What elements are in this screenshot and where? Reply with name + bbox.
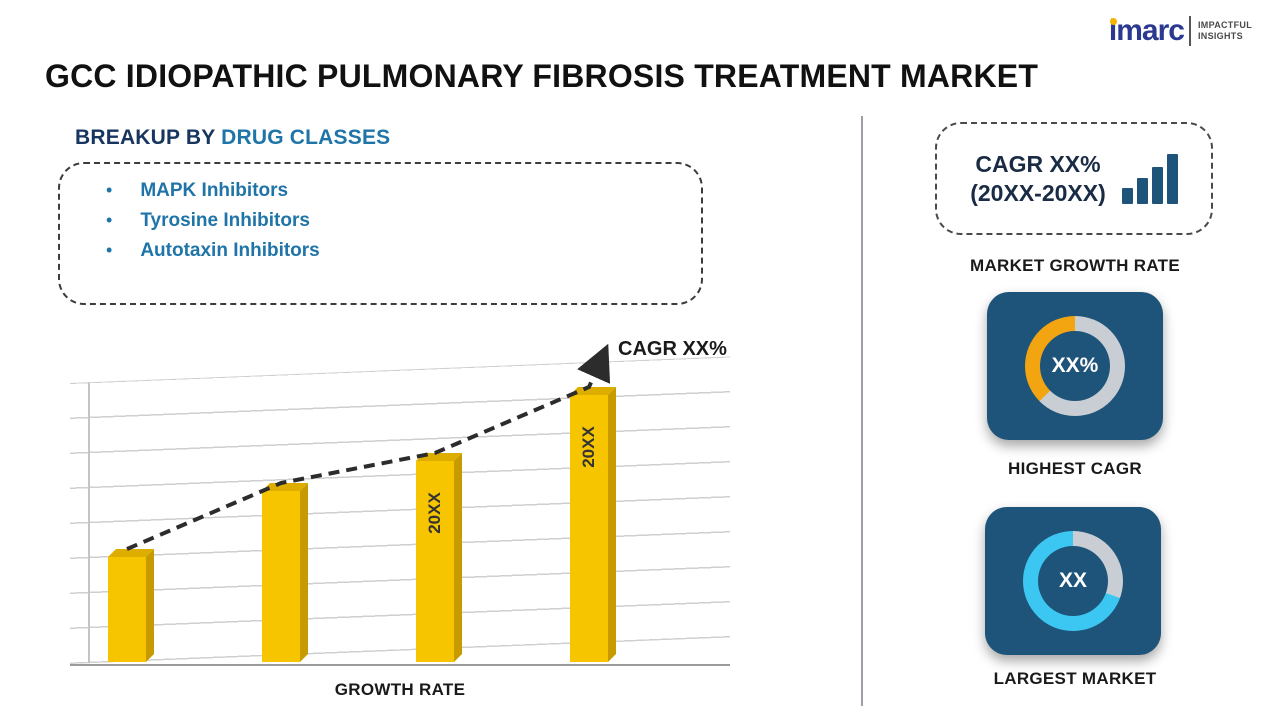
- bullet-icon: •: [106, 180, 113, 200]
- bullet-icon: •: [106, 210, 113, 230]
- breakup-heading: BREAKUP BY DRUG CLASSES: [75, 126, 391, 149]
- list-item: • Autotaxin Inhibitors: [106, 240, 681, 262]
- y-axis-line: [88, 382, 90, 664]
- bar-side-face: [608, 387, 616, 662]
- cagr-box: CAGR XX% (20XX-20XX): [935, 122, 1213, 235]
- largest-market-label: LARGEST MARKET: [993, 669, 1157, 688]
- list-item: • MAPK Inhibitors: [106, 180, 681, 202]
- donut-value: XX%: [1040, 331, 1110, 401]
- bullet-icon: •: [106, 240, 113, 260]
- list-item-label: Autotaxin Inhibitors: [140, 240, 320, 261]
- bar: 20XX: [570, 387, 616, 662]
- logo-divider: [1188, 16, 1191, 46]
- bar-side-face: [300, 483, 308, 662]
- bar-value-label: 20XX: [425, 492, 444, 534]
- donut-chart-highest-cagr: XX%: [1025, 316, 1125, 416]
- drug-classes-list: • MAPK Inhibitors • Tyrosine Inhibitors …: [58, 162, 703, 305]
- x-axis-label: GROWTH RATE: [334, 680, 466, 699]
- imarc-logo: imarc IMPACTFUL INSIGHTS: [1109, 16, 1252, 46]
- bar-side-face: [454, 453, 462, 662]
- bar: [262, 483, 308, 662]
- bar-side-face: [146, 549, 154, 662]
- bar-chart-icon: [1121, 153, 1178, 204]
- chart-gridlines: [70, 356, 730, 664]
- largest-market-tile: XX: [985, 507, 1161, 655]
- list-item: • Tyrosine Inhibitors: [106, 210, 681, 232]
- bar-chart: 20XX 20XX CAGR XX% GROWTH RATE: [70, 338, 730, 699]
- donut-chart-largest-market: XX: [1023, 531, 1123, 631]
- bar: [108, 549, 154, 662]
- bar: 20XX: [416, 453, 462, 662]
- cagr-trend-label: CAGR XX%: [618, 338, 727, 360]
- page-title: GCC IDIOPATHIC PULMONARY FIBROSIS TREATM…: [45, 58, 1039, 94]
- bar-value-label: 20XX: [579, 426, 598, 468]
- cagr-box-text: CAGR XX% (20XX-20XX): [970, 150, 1106, 206]
- brand-text: imarc: [1108, 14, 1185, 47]
- section-divider: [861, 116, 863, 706]
- list-item-label: MAPK Inhibitors: [140, 180, 289, 201]
- logo-tagline: IMPACTFUL INSIGHTS: [1197, 20, 1252, 41]
- highest-cagr-tile: XX%: [987, 292, 1163, 440]
- market-growth-rate-label: MARKET GROWTH RATE: [969, 256, 1180, 275]
- highest-cagr-label: HIGHEST CAGR: [1008, 459, 1142, 478]
- donut-value: XX: [1038, 546, 1108, 616]
- list-item-label: Tyrosine Inhibitors: [140, 210, 310, 231]
- brand-dot-icon: [1109, 18, 1117, 25]
- breakup-heading-highlight: DRUG CLASSES: [221, 126, 391, 149]
